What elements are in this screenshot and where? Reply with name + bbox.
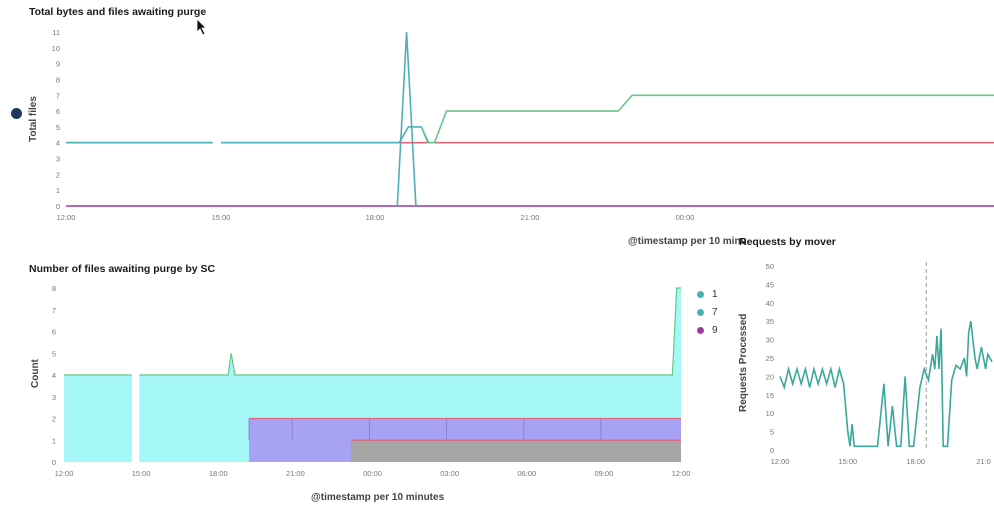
x-tick-label: 06:00 [517,469,536,478]
series-area [350,440,681,462]
y-tick-label: 9 [56,60,60,69]
chart-title: Number of files awaiting purge by SC [29,263,216,275]
x-axis-title: @timestamp per 10 minu [628,236,747,247]
y-tick-label: 6 [56,107,60,116]
x-axis-title: @timestamp per 10 minutes [311,492,445,503]
series-area [64,375,132,462]
series-line [779,321,993,448]
x-tick-label: 15:00 [132,469,151,478]
legend: 1 7 9 [697,285,718,339]
x-tick-label: 21:00 [286,469,305,478]
y-tick-label: 50 [766,262,774,271]
x-tick-label: 18:00 [209,469,228,478]
x-tick-label: 00:00 [363,469,382,478]
y-tick-label: 0 [56,202,60,211]
y-tick-label: 1 [52,436,56,445]
legend-label: 9 [712,324,718,336]
scroll-dot-icon[interactable] [11,108,22,119]
legend-item[interactable]: 9 [697,321,718,339]
y-tick-label: 5 [770,428,774,437]
legend-swatch [697,326,704,334]
legend-swatch [697,308,704,316]
chart-title: Total bytes and files awaiting purge [29,6,207,18]
y-tick-label: 11 [52,28,60,37]
y-tick-label: 3 [56,155,60,164]
y-tick-label: 7 [52,306,56,315]
legend-label: 7 [712,306,718,318]
chart-plot-area: 0 5 10 15 20 25 30 35 40 45 50 12:00 15:00 18:00 21:0 [766,262,993,466]
chart-plot-area: 0 1 2 3 4 5 6 7 8 12:00 15:00 18:00 21:00 00:00 03:00 0… [52,284,691,478]
y-tick-label: 25 [766,354,774,363]
series-line [139,287,681,376]
x-tick-label: 21:00 [521,213,540,222]
x-tick-label: 03:00 [440,469,459,478]
x-tick-label: 15:00 [838,457,857,466]
y-tick-label: 8 [52,284,56,293]
legend-label: 1 [712,288,718,300]
y-tick-label: 5 [56,123,60,132]
y-tick-label: 6 [52,328,56,337]
y-tick-label: 4 [56,139,60,148]
y-tick-label: 4 [52,371,56,380]
x-tick-label: 21:0 [976,457,991,466]
series-line [396,31,417,207]
y-tick-label: 40 [766,299,774,308]
x-tick-label: 18:00 [906,457,925,466]
y-tick-label: 5 [52,349,56,358]
series-line [420,94,994,144]
y-tick-label: 7 [56,91,60,100]
x-tick-label: 12:00 [771,457,790,466]
y-tick-label: 45 [766,280,774,289]
y-tick-label: 15 [766,391,774,400]
y-tick-label: 30 [766,336,774,345]
x-tick-label: 12:00 [55,469,74,478]
y-tick-label: 3 [52,393,56,402]
mouse-cursor-icon [196,18,208,41]
y-tick-label: 35 [766,317,774,326]
y-tick-label: 1 [56,186,60,195]
legend-swatch [697,290,704,298]
series-line [221,126,429,144]
y-tick-label: 10 [52,44,60,53]
y-tick-label: 0 [770,446,774,455]
x-tick-label: 09:00 [594,469,613,478]
x-tick-label: 15:00 [212,213,231,222]
y-tick-label: 20 [766,372,774,381]
chart-plot-area: 0 1 2 3 4 5 6 7 8 9 10 11 12:00 15:00 18:00 21:00 00:00 [52,28,994,222]
legend-item[interactable]: 1 [697,285,718,303]
chart-files-by-sc: Number of files awaiting purge by SC Cou… [0,255,740,509]
y-tick-label: 0 [52,458,56,467]
x-tick-label: 00:00 [676,213,695,222]
y-tick-label: 2 [52,415,56,424]
x-tick-label: 12:00 [672,469,691,478]
x-tick-label: 12:00 [57,213,76,222]
legend-item[interactable]: 7 [697,303,718,321]
y-tick-label: 8 [56,75,60,84]
y-tick-label: 2 [56,170,60,179]
chart-purge-totals: Total bytes and files awaiting purge Tot… [0,0,994,250]
x-tick-label: 18:00 [366,213,385,222]
y-tick-label: 10 [766,409,774,418]
chart-title: Requests by mover [739,236,836,248]
